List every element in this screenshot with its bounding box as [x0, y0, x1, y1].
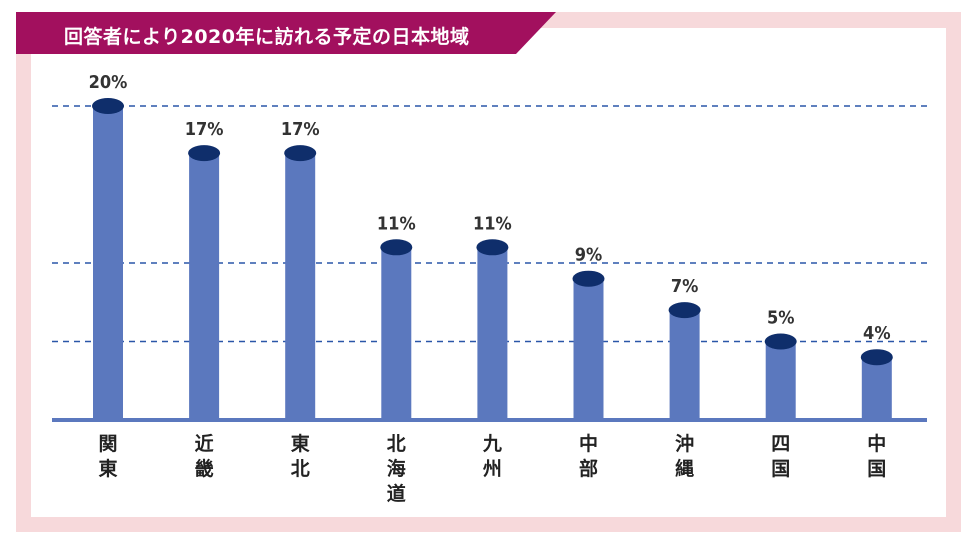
bar-cap	[668, 302, 701, 319]
data-label: 11%	[473, 213, 512, 234]
bar	[669, 310, 700, 420]
bar-group-1	[188, 145, 221, 420]
bar-group-8	[860, 349, 893, 420]
data-label: 17%	[185, 119, 224, 140]
bar	[93, 106, 123, 420]
category-label: 関東	[98, 433, 117, 480]
data-label: 7%	[671, 276, 699, 297]
category-label: 中部	[579, 432, 598, 480]
bar-group-0	[92, 98, 124, 420]
bar-group-6	[668, 302, 701, 420]
data-label: 5%	[767, 308, 795, 329]
bar-group-2	[284, 145, 317, 420]
category-label: 沖縄	[675, 432, 694, 480]
bar-cap	[188, 145, 221, 162]
chart-title: 回答者により2020年に訪れる予定の日本地域	[64, 26, 470, 48]
category-label: 近畿	[195, 433, 214, 480]
title-banner-shape	[16, 12, 556, 54]
data-label: 4%	[863, 323, 891, 344]
data-label: 20%	[89, 72, 128, 93]
data-label: 11%	[377, 213, 416, 234]
bar	[861, 357, 892, 420]
bar	[765, 341, 796, 420]
bar	[381, 247, 412, 420]
bar-cap	[380, 239, 413, 256]
data-label: 17%	[281, 119, 320, 140]
bar-group-7	[764, 333, 797, 420]
bar	[189, 153, 220, 420]
bar-cap	[92, 98, 124, 114]
bar	[573, 278, 604, 420]
bar-cap	[860, 349, 893, 366]
category-label: 北海道	[387, 433, 406, 505]
bar-cap	[572, 270, 605, 287]
category-label: 東北	[291, 432, 310, 480]
bar-cap	[476, 239, 509, 256]
bar	[285, 153, 316, 420]
category-label: 九州	[482, 433, 502, 480]
category-label: 四国	[771, 433, 790, 480]
bar	[477, 247, 508, 420]
category-label: 中国	[867, 432, 886, 480]
bar-group-5	[572, 270, 605, 420]
bar-cap	[764, 333, 797, 350]
bar-group-3	[380, 239, 413, 420]
bar-group-4	[476, 239, 509, 420]
bar-cap	[284, 145, 317, 162]
data-label: 9%	[575, 245, 603, 266]
title-banner: 回答者により2020年に訪れる予定の日本地域	[16, 12, 556, 54]
